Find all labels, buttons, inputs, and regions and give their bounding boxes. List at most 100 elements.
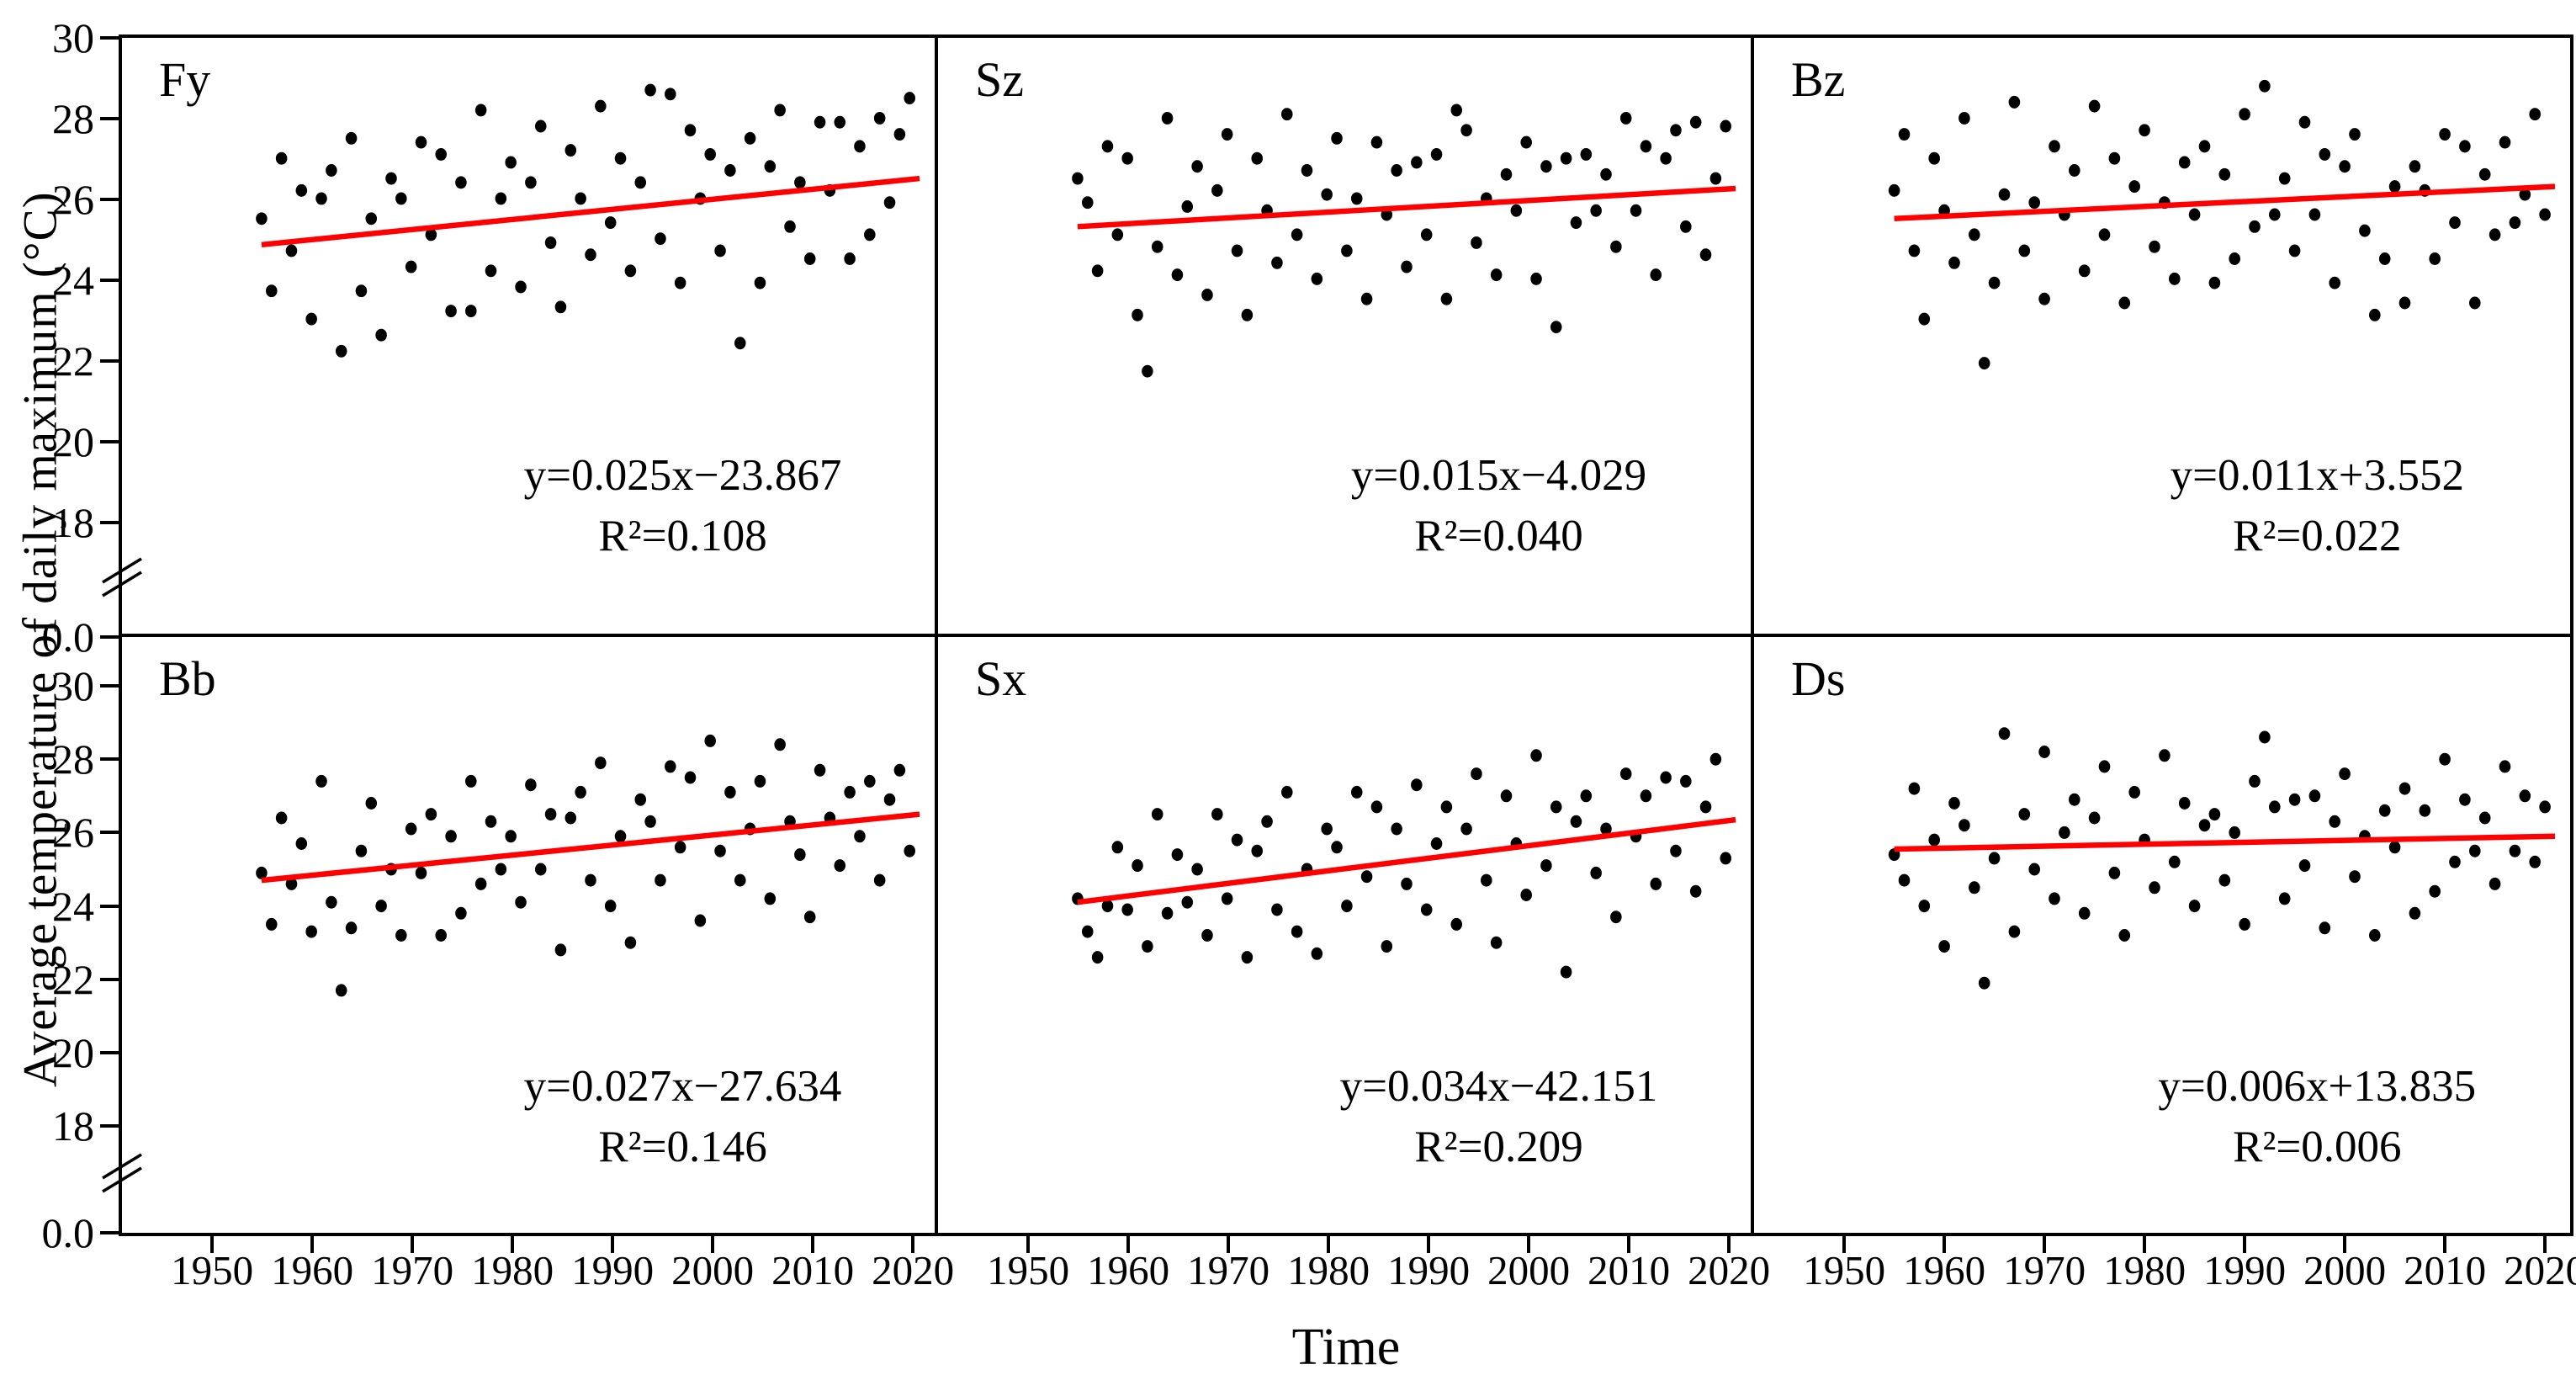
y-tick-label: 28: [52, 735, 94, 783]
data-point: [1411, 778, 1423, 792]
x-tick-label: 1960: [1903, 1247, 1986, 1293]
data-point: [515, 280, 527, 294]
x-tick-mark: [2043, 1233, 2047, 1253]
y-tick-mark: [100, 831, 122, 835]
regression-equation: y=0.027x−27.634: [523, 1062, 842, 1111]
data-point: [355, 284, 368, 298]
data-point: [764, 160, 777, 173]
data-point: [834, 859, 846, 873]
data-point: [2149, 881, 2160, 895]
data-point: [1391, 822, 1402, 836]
data-point: [1391, 164, 1402, 177]
y-tick-mark: [100, 117, 122, 120]
data-point: [2449, 855, 2461, 868]
data-point: [2409, 906, 2421, 920]
data-point: [1201, 929, 1213, 942]
data-point: [385, 172, 397, 185]
data-point: [864, 774, 876, 788]
data-point: [1360, 870, 1373, 884]
data-point: [2539, 800, 2551, 814]
data-point: [1142, 940, 1153, 953]
data-point: [445, 830, 457, 843]
data-point: [1650, 268, 1662, 282]
data-point: [634, 176, 647, 189]
data-point: [2038, 292, 2050, 305]
data-point: [2088, 99, 2101, 113]
data-point: [1401, 877, 1413, 890]
data-point: [1520, 135, 1532, 149]
data-point: [575, 192, 586, 205]
data-point: [345, 921, 358, 935]
data-point: [1471, 236, 1482, 249]
data-point: [2398, 296, 2411, 310]
data-point: [256, 212, 268, 226]
data-point: [2329, 815, 2340, 828]
data-point: [1998, 727, 2011, 741]
data-point: [1271, 903, 1283, 916]
data-point: [1928, 151, 1940, 165]
data-point: [2218, 873, 2231, 887]
data-point: [794, 848, 806, 862]
data-point: [295, 183, 308, 197]
panel-sz: Sz y=0.015x−4.029 R²=0.040: [938, 38, 1754, 637]
data-point: [515, 895, 527, 909]
data-point: [1231, 833, 1243, 847]
data-point: [2388, 180, 2401, 194]
x-tick-label: 2020: [1688, 1247, 1771, 1293]
data-point: [2378, 252, 2391, 265]
data-point: [1471, 767, 1482, 781]
data-point: [485, 264, 497, 278]
x-tick-mark: [2343, 1233, 2347, 1253]
scatter-plot-fy: [256, 83, 920, 358]
data-point: [1350, 785, 1363, 799]
data-point: [2229, 826, 2240, 839]
data-point: [2519, 789, 2531, 803]
data-point: [465, 774, 477, 788]
data-point: [1969, 228, 1980, 242]
data-point: [1938, 940, 1950, 953]
data-point: [1231, 244, 1243, 257]
x-tick-label: 2020: [2504, 1247, 2576, 1293]
data-point: [1908, 782, 1921, 795]
data-point: [604, 216, 617, 230]
regression-equation: y=0.015x−4.029: [1350, 451, 1647, 500]
x-tick-label: 2000: [2303, 1247, 2387, 1293]
x-tick-mark: [210, 1233, 215, 1253]
y-tick-label: 20: [52, 418, 94, 465]
data-point: [1142, 364, 1153, 378]
y-tick-mark: [100, 279, 122, 282]
data-point: [1709, 172, 1722, 185]
data-point: [1161, 906, 1174, 920]
data-point: [634, 793, 647, 806]
y-tick-mark: [100, 977, 122, 981]
data-point: [2118, 929, 2131, 942]
panel-grid: Fy y=0.025x−23.867 R²=0.108 Sz y=0.015x−4.02…: [119, 35, 2573, 1236]
data-point: [1171, 848, 1184, 862]
x-tick-mark: [1427, 1233, 1431, 1253]
data-point: [1261, 815, 1273, 828]
y-tick-label: 24: [52, 257, 94, 304]
data-point: [1988, 276, 2001, 289]
x-tick-mark: [2243, 1233, 2247, 1253]
data-point: [2489, 877, 2501, 890]
data-point: [1630, 204, 1642, 217]
data-point: [1350, 192, 1363, 205]
data-point: [534, 119, 547, 133]
data-point: [1420, 228, 1433, 242]
data-point: [2259, 79, 2271, 93]
trend-line: [261, 175, 920, 248]
x-tick-label: 1970: [1187, 1247, 1270, 1293]
y-tick-mark: [100, 684, 122, 688]
data-point: [2208, 808, 2221, 821]
data-point: [1978, 976, 1990, 990]
data-point: [315, 192, 327, 205]
data-point: [734, 337, 746, 350]
data-point: [2349, 870, 2361, 884]
data-point: [415, 866, 427, 879]
data-point: [724, 164, 736, 177]
panel-label: Fy: [159, 52, 211, 107]
data-point: [505, 830, 517, 843]
data-point: [1959, 112, 1970, 125]
data-point: [2478, 167, 2491, 181]
regression-annotation: y=0.025x−23.867 R²=0.108: [524, 445, 842, 566]
